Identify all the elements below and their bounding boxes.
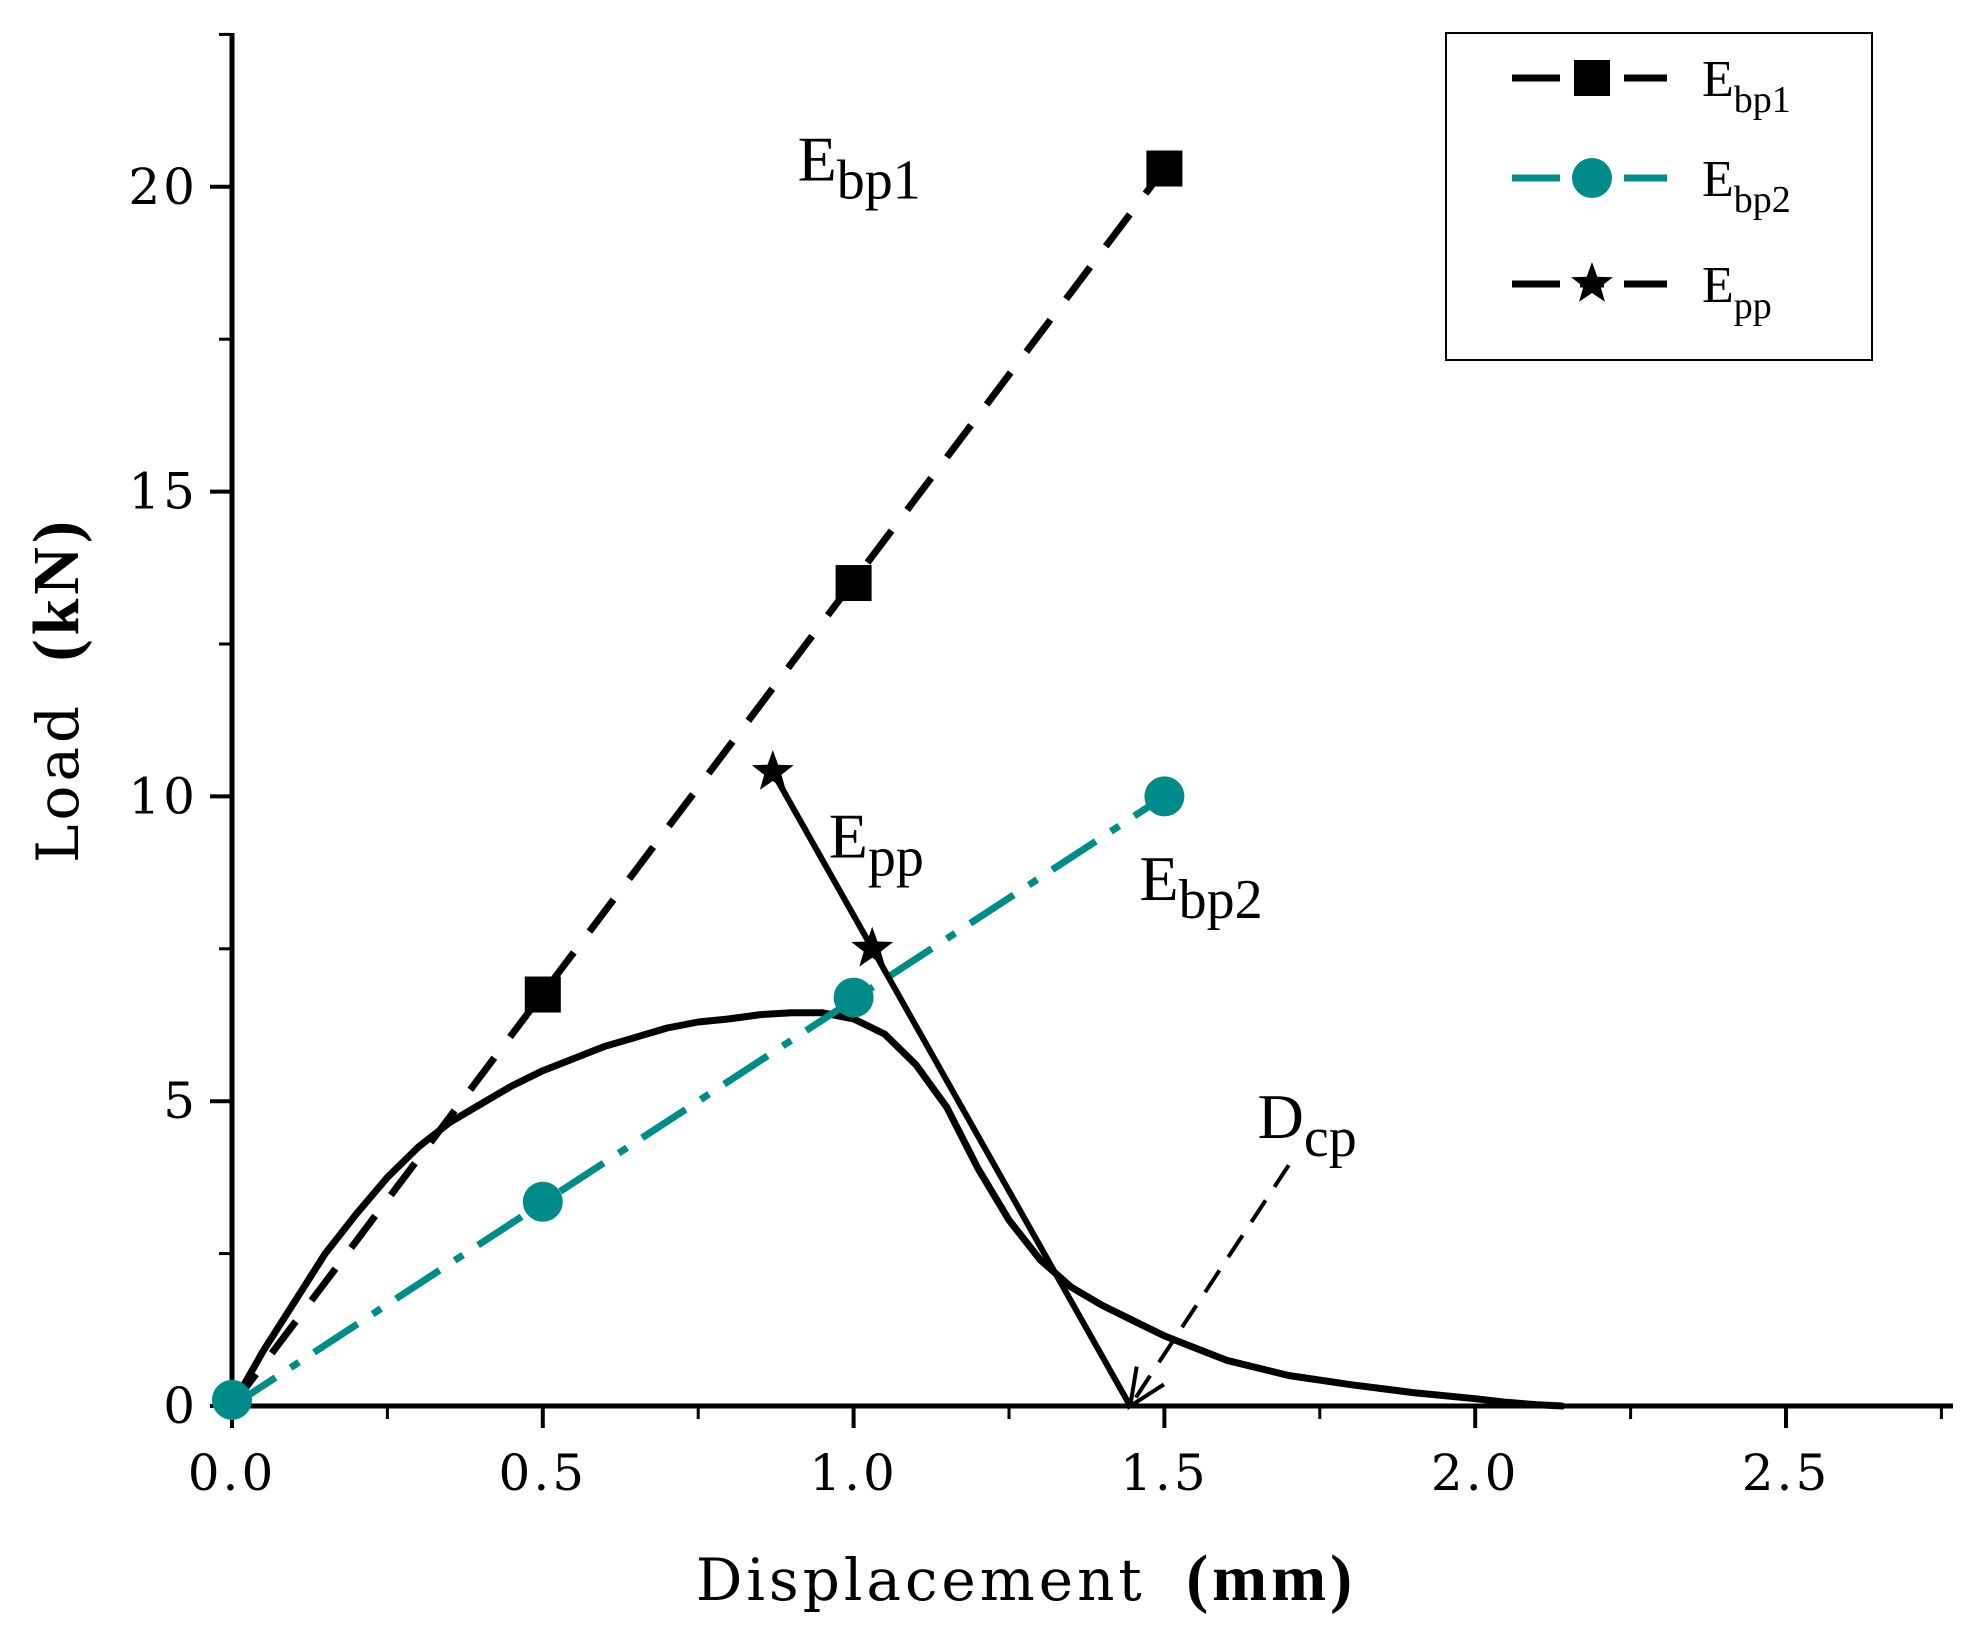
label-dcp: Dcp bbox=[1258, 1081, 1357, 1169]
legend-label-main: E bbox=[1702, 51, 1734, 108]
legend-marker bbox=[1571, 262, 1613, 302]
legend-line-gap bbox=[1604, 278, 1624, 290]
legend-label-subscript: bp1 bbox=[1734, 79, 1791, 121]
y-tick-label: 10 bbox=[128, 767, 198, 825]
legend-line-gap bbox=[1560, 278, 1580, 290]
series-ebp2: Ebp2 bbox=[212, 776, 1263, 1420]
marker-epp bbox=[751, 750, 794, 790]
marker-epp bbox=[851, 926, 894, 967]
series-epp: Epp bbox=[751, 750, 1133, 1408]
y-tick-label: 15 bbox=[128, 463, 198, 521]
annotation-arrow-shaft bbox=[1128, 1164, 1291, 1408]
marker-ebp1 bbox=[835, 565, 872, 602]
x-axis-unit: (mm) bbox=[1186, 1542, 1356, 1615]
legend-item-epp: Epp bbox=[1512, 257, 1772, 327]
annotation-dcp: Dcp bbox=[1127, 1081, 1357, 1411]
series-ebp1: Ebp1 bbox=[229, 124, 1183, 1409]
x-tick-label: 2.0 bbox=[1431, 1444, 1520, 1502]
x-tick-label: 0.5 bbox=[499, 1444, 588, 1502]
legend-item-ebp1: Ebp1 bbox=[1512, 51, 1791, 121]
label-main: E bbox=[1140, 843, 1179, 914]
legend-label-subscript: pp bbox=[1734, 285, 1772, 327]
marker-ebp2 bbox=[522, 1181, 563, 1222]
x-tick-label: 2.5 bbox=[1742, 1444, 1831, 1502]
annotation-arrow-head bbox=[1127, 1366, 1165, 1411]
marker-ebp2 bbox=[1144, 776, 1185, 817]
legend-label-subscript: bp2 bbox=[1734, 179, 1791, 221]
label-epp: Epp bbox=[829, 800, 924, 888]
y-tick-label: 0 bbox=[163, 1377, 198, 1435]
y-tick-label: 5 bbox=[163, 1072, 198, 1130]
x-tick-label: 0.0 bbox=[188, 1444, 277, 1502]
legend-item-ebp2: Ebp2 bbox=[1512, 151, 1791, 221]
fit-line-ebp1 bbox=[229, 166, 1168, 1409]
label-main: E bbox=[798, 124, 837, 195]
legend-label: Epp bbox=[1702, 257, 1772, 327]
legend-label-main: E bbox=[1702, 151, 1734, 208]
y-axis-title: Load (kN) bbox=[20, 517, 93, 863]
legend-marker bbox=[1572, 158, 1612, 198]
y-axis-label: Load bbox=[24, 702, 92, 863]
label-ebp2: Ebp2 bbox=[1140, 843, 1263, 931]
marker-ebp2 bbox=[212, 1379, 252, 1420]
x-axis-title: Displacement (mm) bbox=[696, 1542, 1356, 1615]
x-tick-label: 1.5 bbox=[1120, 1444, 1209, 1502]
axes: 0.0 0.5 1.0 1.5 2.0 2.5 0 5 10 15 20 bbox=[128, 32, 1953, 1502]
legend-label: Ebp1 bbox=[1702, 51, 1791, 121]
label-subscript: cp bbox=[1304, 1107, 1357, 1169]
legend-marker bbox=[1574, 60, 1610, 96]
label-subscript: bp2 bbox=[1179, 869, 1263, 931]
legend-label-main: E bbox=[1702, 257, 1734, 314]
marker-ebp2 bbox=[833, 977, 874, 1018]
label-main: D bbox=[1258, 1081, 1304, 1152]
label-ebp1: Ebp1 bbox=[798, 124, 921, 212]
marker-ebp1 bbox=[1146, 150, 1183, 187]
load-curve bbox=[228, 1009, 1566, 1410]
label-subscript: bp1 bbox=[837, 150, 921, 212]
legend-label: Ebp2 bbox=[1702, 151, 1791, 221]
label-subscript: pp bbox=[868, 826, 924, 888]
marker-ebp1 bbox=[524, 976, 561, 1013]
y-tick-label: 20 bbox=[128, 158, 198, 216]
y-axis-unit: (kN) bbox=[20, 517, 93, 661]
x-axis-label: Displacement bbox=[696, 1546, 1146, 1614]
legend-frame bbox=[1445, 32, 1873, 361]
x-tick-label: 1.0 bbox=[809, 1444, 898, 1502]
fit-line-epp bbox=[770, 770, 1133, 1408]
curve-layer bbox=[228, 1009, 1566, 1410]
label-main: E bbox=[829, 800, 868, 871]
annotation-layer: Dcp bbox=[1127, 1081, 1357, 1411]
fit-line-ebp2 bbox=[230, 793, 1167, 1409]
